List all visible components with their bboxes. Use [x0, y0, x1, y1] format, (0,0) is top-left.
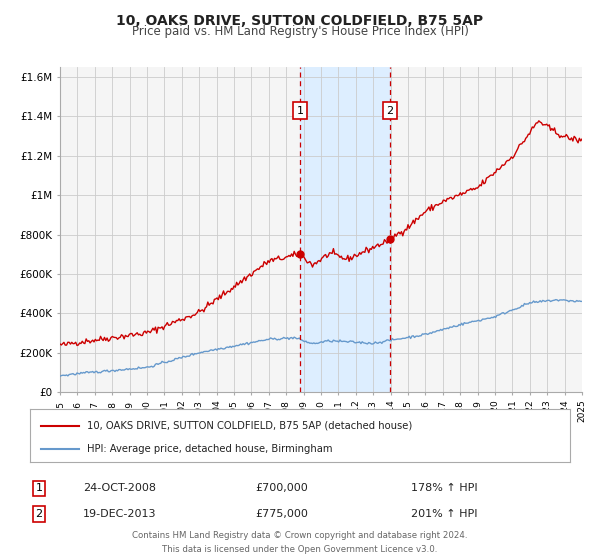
Text: 2: 2 [386, 105, 394, 115]
Text: 10, OAKS DRIVE, SUTTON COLDFIELD, B75 5AP: 10, OAKS DRIVE, SUTTON COLDFIELD, B75 5A… [116, 14, 484, 28]
Text: This data is licensed under the Open Government Licence v3.0.: This data is licensed under the Open Gov… [163, 545, 437, 554]
Text: 1: 1 [35, 483, 43, 493]
Text: Price paid vs. HM Land Registry's House Price Index (HPI): Price paid vs. HM Land Registry's House … [131, 25, 469, 38]
Text: 10, OAKS DRIVE, SUTTON COLDFIELD, B75 5AP (detached house): 10, OAKS DRIVE, SUTTON COLDFIELD, B75 5A… [86, 421, 412, 431]
Text: 24-OCT-2008: 24-OCT-2008 [83, 483, 157, 493]
Text: Contains HM Land Registry data © Crown copyright and database right 2024.: Contains HM Land Registry data © Crown c… [132, 531, 468, 540]
Text: £775,000: £775,000 [256, 509, 308, 519]
Text: 2: 2 [35, 509, 43, 519]
Text: 178% ↑ HPI: 178% ↑ HPI [410, 483, 478, 493]
Bar [300, 67, 390, 392]
Text: HPI: Average price, detached house, Birmingham: HPI: Average price, detached house, Birm… [86, 444, 332, 454]
Text: 19-DEC-2013: 19-DEC-2013 [83, 509, 157, 519]
Text: 1: 1 [297, 105, 304, 115]
Text: 201% ↑ HPI: 201% ↑ HPI [411, 509, 477, 519]
Text: £700,000: £700,000 [256, 483, 308, 493]
